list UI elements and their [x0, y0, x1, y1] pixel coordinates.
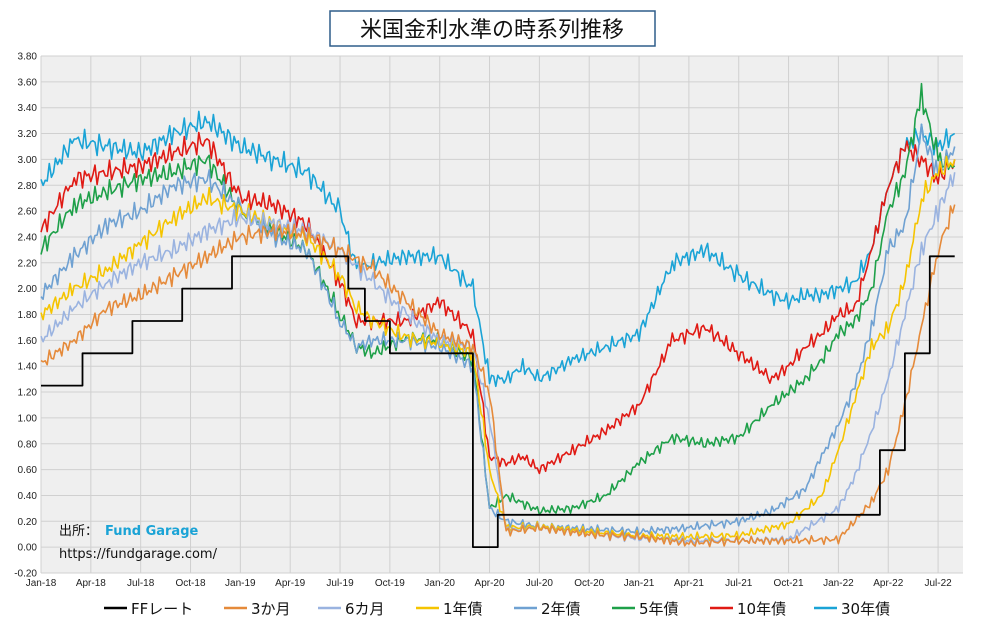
- x-tick-label: Apr-18: [76, 578, 106, 589]
- x-tick-label: Jul-19: [326, 578, 354, 589]
- legend: FFレート 3か月 6カ月 1年債 2年債 5年債 10年債 30年債: [104, 600, 890, 618]
- x-tick-label: Jul-18: [127, 578, 155, 589]
- legend-entry: 30年債: [841, 600, 890, 618]
- x-tick-label: Jan-21: [624, 578, 655, 589]
- legend-entry: FFレート: [131, 600, 193, 618]
- y-tick-label: 3.00: [18, 155, 38, 166]
- x-tick-label: Jan-19: [225, 578, 256, 589]
- legend-entry: 6カ月: [345, 600, 385, 618]
- y-tick-label: 3.20: [18, 129, 38, 140]
- source-label: 出所：: [59, 524, 98, 539]
- legend-entry: 5年債: [639, 600, 679, 618]
- x-tick-label: Jul-20: [526, 578, 554, 589]
- x-tick-label: Oct-18: [176, 578, 206, 589]
- chart-title-box: [329, 10, 656, 47]
- series-line: [40, 123, 956, 537]
- y-tick-label: 1.40: [18, 362, 38, 373]
- legend-entry: 2年債: [541, 600, 581, 618]
- series-lines: [40, 82, 956, 548]
- series-line: [40, 110, 956, 388]
- source-url: https://fundgarage.com/: [59, 547, 218, 562]
- y-tick-label: 2.60: [18, 207, 38, 218]
- chart-title: 米国金利水準の時系列推移: [360, 18, 624, 43]
- x-tick-label: Jan-22: [823, 578, 854, 589]
- y-tick-label: 2.00: [18, 284, 38, 295]
- series-line: [41, 255, 955, 548]
- series-line: [40, 204, 956, 548]
- y-tick-label: 3.60: [18, 77, 38, 88]
- y-tick-label: 2.20: [18, 258, 38, 269]
- y-tick-label: 2.40: [18, 232, 38, 243]
- y-tick-label: 1.00: [18, 413, 38, 424]
- x-tick-label: Jan-20: [424, 578, 455, 589]
- x-tick-label: Apr-21: [674, 578, 704, 589]
- y-tick-label: 1.60: [18, 336, 38, 347]
- x-tick-labels: Jan-18 Apr-18 Jul-18 Oct-18 Jan-19 Apr-19 Jul-…: [26, 578, 952, 589]
- x-tick-label: Apr-20: [475, 578, 505, 589]
- y-tick-label: 3.80: [18, 52, 38, 63]
- x-tick-label: Oct-21: [774, 578, 804, 589]
- x-tick-label: Jul-21: [725, 578, 753, 589]
- x-tick-label: Apr-19: [275, 578, 305, 589]
- y-tick-label: 3.40: [18, 103, 38, 114]
- gridlines: [40, 55, 963, 574]
- legend-entry: 1年債: [443, 600, 483, 618]
- source-brand: Fund Garage: [105, 524, 199, 539]
- x-tick-label: Oct-20: [574, 578, 604, 589]
- legend-entry: 10年債: [737, 600, 786, 618]
- x-tick-label: Oct-19: [375, 578, 405, 589]
- y-tick-label: 0.40: [18, 491, 38, 502]
- y-tick-label: 0.00: [18, 543, 38, 554]
- y-tick-label: 2.80: [18, 181, 38, 192]
- y-tick-label: 0.60: [18, 465, 38, 476]
- series-line: [40, 172, 956, 547]
- y-tick-label: 0.80: [18, 439, 38, 450]
- series-line: [40, 155, 956, 542]
- y-tick-label: -0.20: [14, 569, 37, 580]
- x-tick-label: Apr-22: [873, 578, 903, 589]
- y-tick-label: 1.80: [18, 310, 38, 321]
- y-tick-label: 0.20: [18, 517, 38, 528]
- x-tick-label: Jul-22: [924, 578, 952, 589]
- legend-entry: 3か月: [251, 600, 291, 618]
- x-tick-label: Jan-18: [26, 578, 57, 589]
- y-tick-labels: 3.80 3.60 3.40 3.20 3.00 2.80 2.60 2.40 2.20 2.00…: [14, 52, 37, 580]
- y-tick-label: 1.20: [18, 388, 38, 399]
